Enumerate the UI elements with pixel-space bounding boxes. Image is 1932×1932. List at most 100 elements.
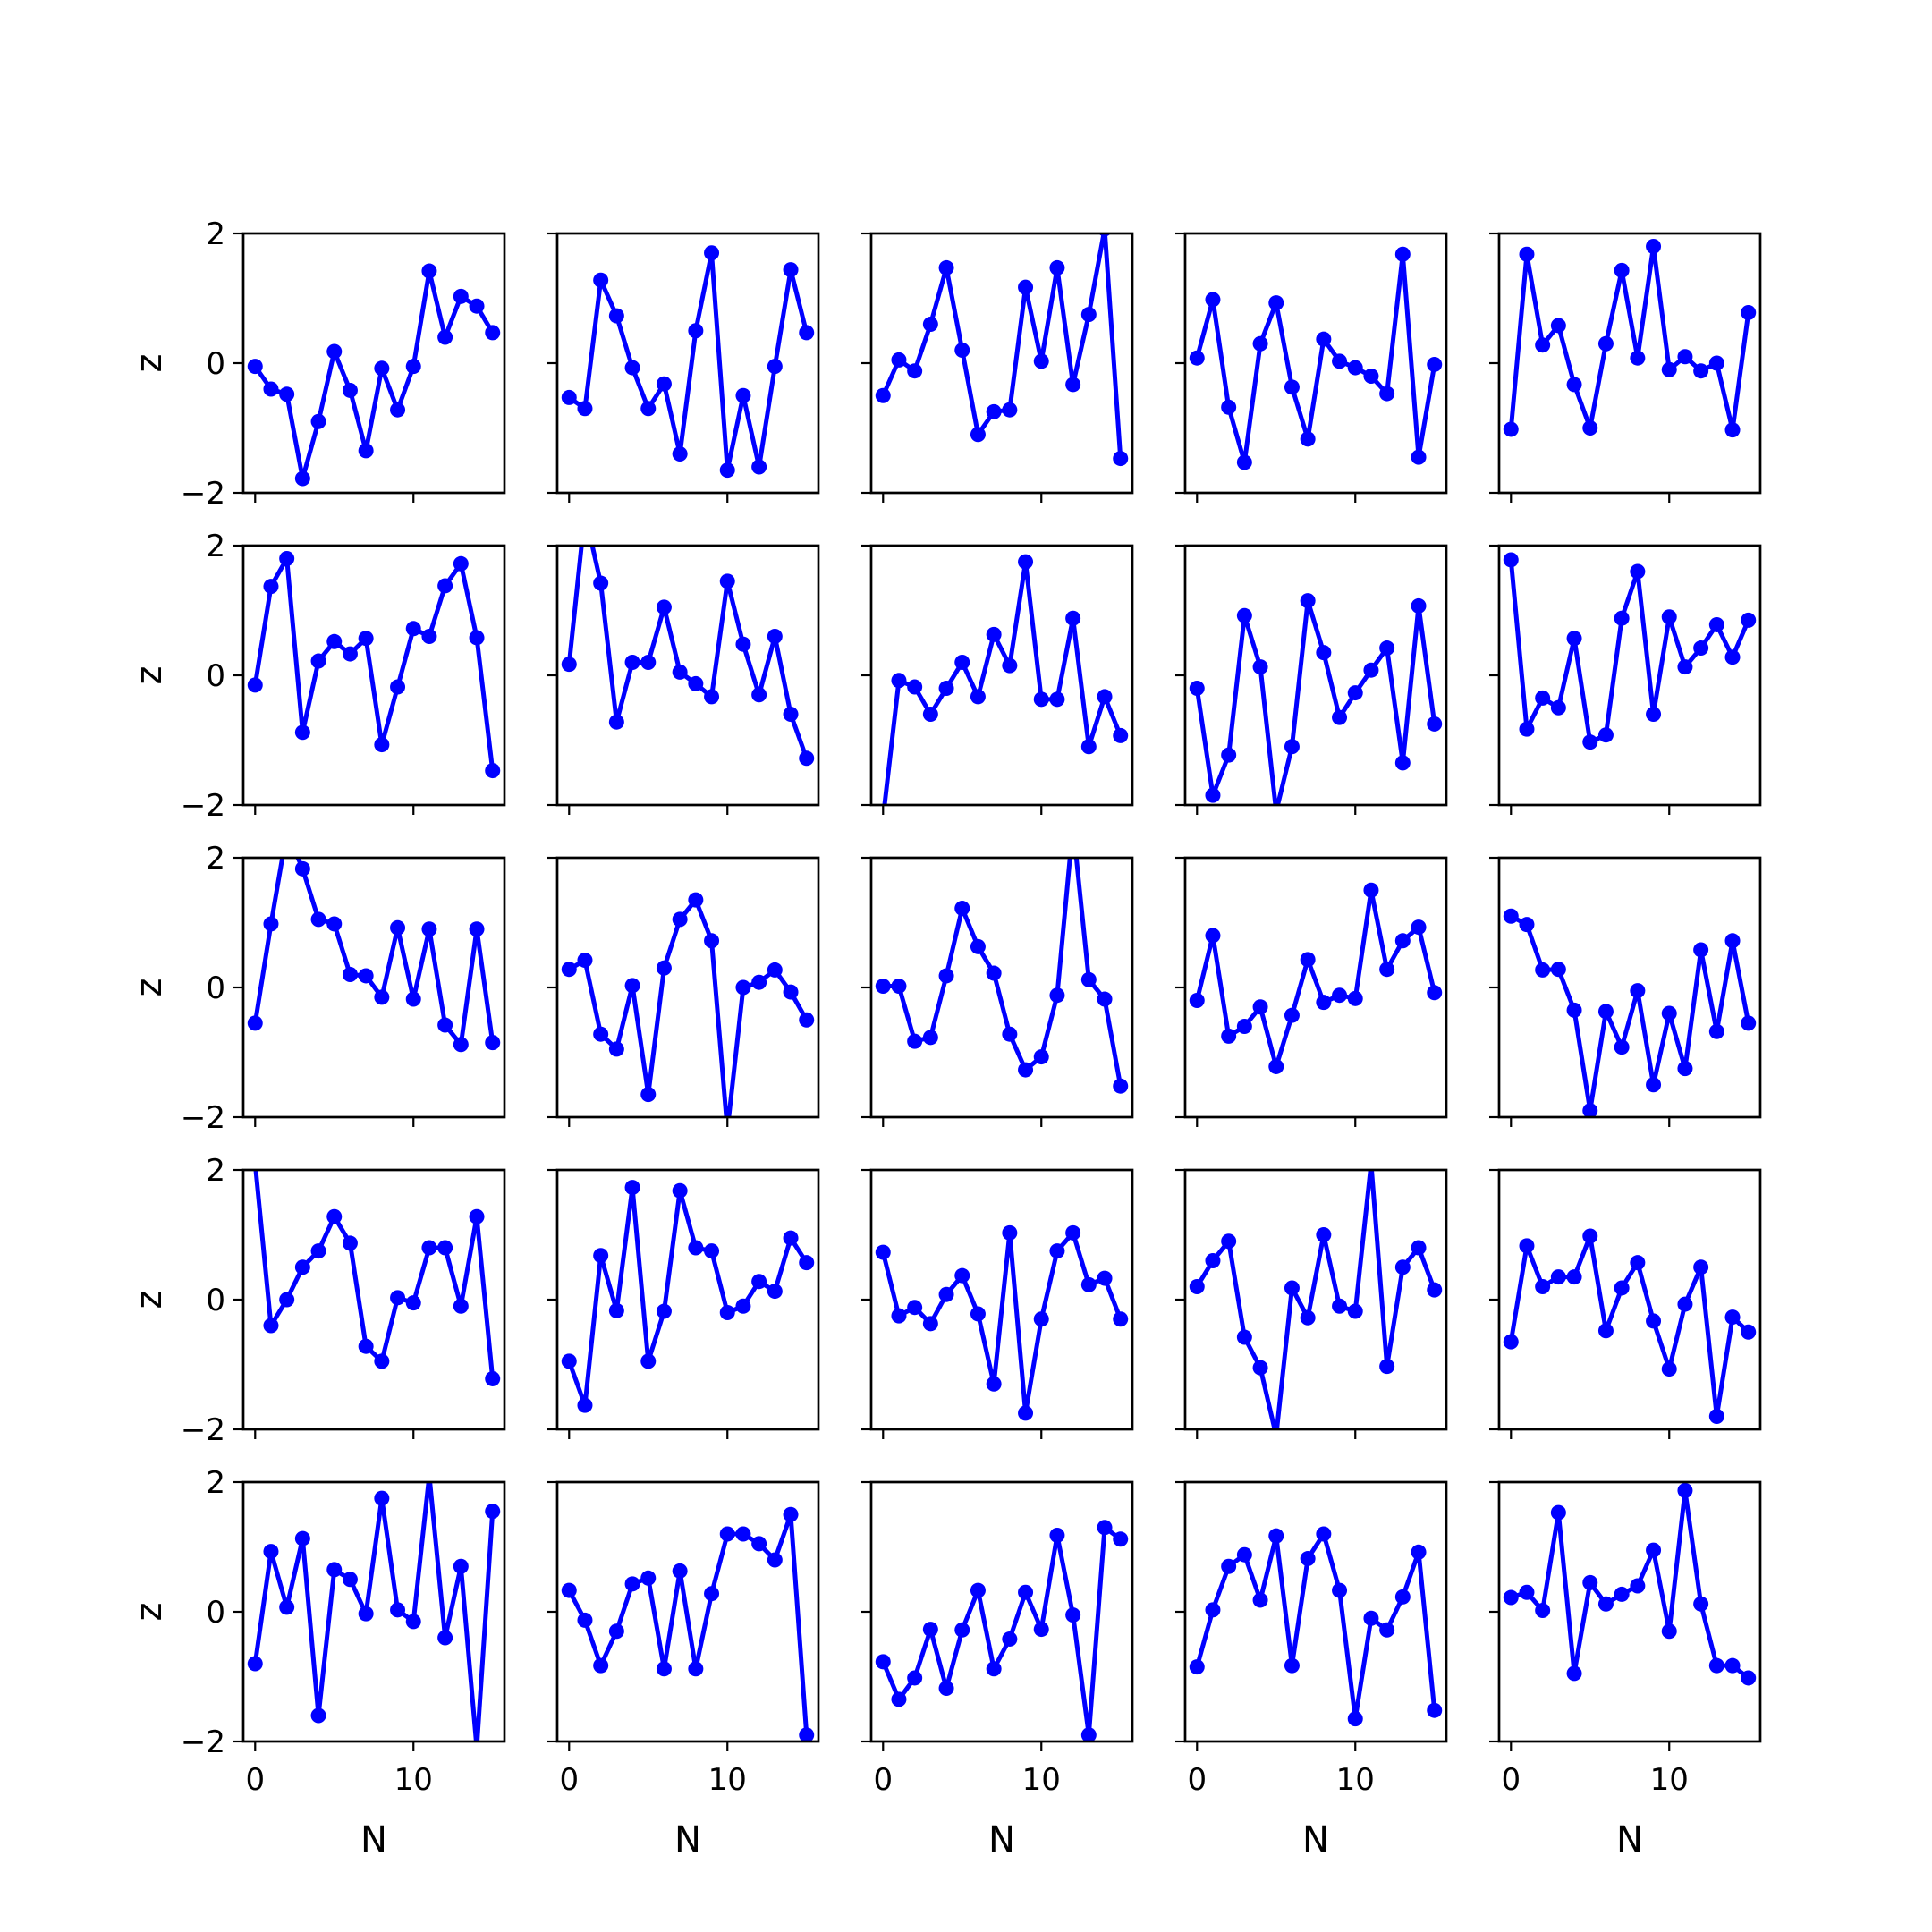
panel-5-4: 0 10N bbox=[1175, 1480, 1448, 1860]
data-point bbox=[1411, 1544, 1427, 1560]
series-group bbox=[247, 551, 501, 779]
series-line bbox=[252, 1482, 496, 1741]
data-point bbox=[672, 446, 688, 462]
data-point bbox=[1427, 356, 1443, 372]
data-point bbox=[1535, 337, 1551, 353]
data-point bbox=[390, 679, 406, 695]
y-tick-label: −2 bbox=[181, 1412, 225, 1448]
data-point bbox=[735, 1298, 751, 1314]
data-point bbox=[421, 263, 437, 279]
data-point bbox=[875, 979, 891, 995]
data-point bbox=[624, 1576, 640, 1592]
data-point bbox=[1566, 1665, 1582, 1682]
data-point bbox=[342, 1235, 358, 1251]
data-point bbox=[1221, 1028, 1237, 1044]
data-point bbox=[656, 599, 672, 615]
data-point bbox=[1113, 1078, 1129, 1094]
data-point bbox=[719, 462, 735, 479]
data-point bbox=[1018, 1584, 1034, 1600]
data-point bbox=[561, 1582, 577, 1598]
data-point bbox=[986, 626, 1002, 642]
data-point bbox=[1252, 1592, 1268, 1608]
series-group bbox=[1503, 552, 1757, 750]
data-point bbox=[1332, 709, 1348, 725]
data-point bbox=[1614, 1039, 1630, 1055]
data-point bbox=[358, 1338, 374, 1354]
data-point bbox=[875, 1244, 891, 1260]
data-point bbox=[704, 933, 720, 949]
y-tick-label: −2 bbox=[181, 476, 225, 512]
data-point bbox=[970, 1306, 986, 1322]
data-point bbox=[1566, 1269, 1582, 1285]
data-point bbox=[1221, 747, 1237, 763]
data-point bbox=[704, 689, 720, 705]
data-point bbox=[954, 1267, 970, 1284]
series-line bbox=[1510, 914, 1751, 1114]
data-point bbox=[1284, 1280, 1300, 1296]
data-point bbox=[1614, 610, 1630, 626]
data-point bbox=[1049, 259, 1065, 275]
data-point bbox=[1550, 1504, 1566, 1521]
y-tick-label: 0 bbox=[206, 1595, 225, 1631]
data-point bbox=[1708, 616, 1724, 632]
data-point bbox=[1363, 1610, 1379, 1626]
panel-1-2 bbox=[547, 232, 820, 503]
data-point bbox=[561, 389, 577, 405]
data-point bbox=[247, 1015, 263, 1031]
series-group bbox=[247, 263, 501, 487]
data-point bbox=[326, 916, 343, 932]
data-point bbox=[783, 984, 799, 1000]
data-point bbox=[1519, 721, 1535, 737]
data-point bbox=[1503, 1334, 1519, 1350]
data-point bbox=[1300, 952, 1316, 968]
x-axis-label: N bbox=[674, 1819, 701, 1860]
data-point bbox=[672, 911, 688, 928]
y-axis-label: z bbox=[129, 666, 170, 685]
data-point bbox=[970, 689, 986, 705]
data-point bbox=[390, 1290, 406, 1306]
data-point bbox=[1661, 1361, 1677, 1377]
series-line bbox=[1195, 1170, 1437, 1429]
data-point bbox=[1394, 933, 1411, 949]
data-point bbox=[688, 892, 704, 908]
data-point bbox=[1363, 369, 1379, 384]
data-point bbox=[767, 962, 783, 978]
data-point bbox=[1661, 609, 1677, 625]
data-point bbox=[294, 1259, 310, 1275]
data-point bbox=[263, 1544, 279, 1560]
data-point bbox=[469, 1208, 485, 1224]
series-group bbox=[1503, 239, 1757, 438]
data-point bbox=[1268, 1528, 1284, 1544]
data-point bbox=[767, 359, 783, 375]
data-point bbox=[954, 901, 970, 917]
series-group bbox=[875, 1520, 1129, 1741]
data-point bbox=[1614, 1280, 1630, 1296]
data-point bbox=[735, 636, 751, 652]
data-point bbox=[1708, 1023, 1724, 1039]
x-axis-label: N bbox=[1302, 1819, 1329, 1860]
series-line bbox=[1508, 559, 1751, 745]
data-point bbox=[1332, 1298, 1348, 1314]
data-point bbox=[1394, 246, 1411, 262]
data-point bbox=[326, 633, 343, 649]
data-point bbox=[1033, 353, 1049, 369]
data-point bbox=[1065, 1224, 1081, 1241]
data-point bbox=[469, 298, 485, 314]
data-point bbox=[1002, 402, 1018, 418]
data-point bbox=[1661, 1623, 1677, 1640]
data-point bbox=[593, 1657, 609, 1674]
data-point bbox=[485, 1370, 501, 1386]
data-point bbox=[1693, 640, 1709, 657]
series-group bbox=[247, 1482, 501, 1741]
data-point bbox=[1693, 1259, 1709, 1275]
data-point bbox=[310, 653, 326, 669]
data-point bbox=[970, 1582, 986, 1598]
data-point bbox=[1080, 307, 1097, 323]
data-point bbox=[1316, 645, 1332, 661]
y-tick-label: 2 bbox=[206, 216, 225, 252]
data-point bbox=[1503, 908, 1519, 924]
data-point bbox=[1113, 451, 1129, 467]
data-point bbox=[405, 359, 421, 375]
data-point bbox=[640, 401, 657, 417]
data-point bbox=[891, 1691, 907, 1707]
